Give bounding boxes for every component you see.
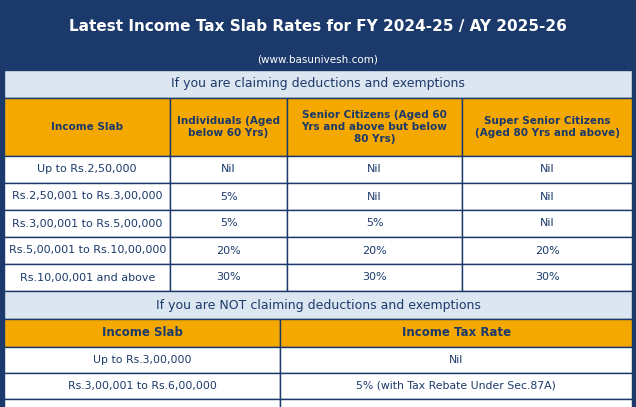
Text: Nil: Nil [540, 192, 555, 201]
Bar [280, 399, 632, 407]
Bar [4, 399, 280, 407]
Bar [287, 264, 462, 291]
Text: 30%: 30% [363, 273, 387, 282]
Text: If you are claiming deductions and exemptions: If you are claiming deductions and exemp… [171, 77, 465, 90]
Bar [170, 264, 287, 291]
Text: 5% (with Tax Rebate Under Sec.87A): 5% (with Tax Rebate Under Sec.87A) [356, 381, 556, 391]
Bar [4, 4, 632, 48]
Bar [4, 98, 170, 156]
Bar [170, 210, 287, 237]
Text: Rs.3,00,001 to Rs.5,00,000: Rs.3,00,001 to Rs.5,00,000 [12, 219, 162, 228]
Bar [170, 183, 287, 210]
Bar [4, 70, 632, 98]
Text: Income Slab: Income Slab [102, 326, 183, 339]
Bar [4, 210, 170, 237]
Text: Rs.3,00,001 to Rs.6,00,000: Rs.3,00,001 to Rs.6,00,000 [67, 381, 217, 391]
Text: Income Slab: Income Slab [51, 122, 123, 132]
Text: Nil: Nil [221, 164, 236, 175]
Bar [4, 183, 170, 210]
Bar [170, 98, 287, 156]
Bar [4, 291, 632, 319]
Bar [4, 264, 170, 291]
Bar [462, 210, 632, 237]
Text: Individuals (Aged
below 60 Yrs): Individuals (Aged below 60 Yrs) [177, 116, 280, 138]
Text: 20%: 20% [216, 245, 241, 256]
Bar [462, 98, 632, 156]
Text: Nil: Nil [540, 219, 555, 228]
Bar [462, 156, 632, 183]
Bar [287, 156, 462, 183]
Bar [280, 319, 632, 347]
Text: Rs.2,50,001 to Rs.3,00,000: Rs.2,50,001 to Rs.3,00,000 [12, 192, 162, 201]
Bar [170, 237, 287, 264]
Bar [170, 156, 287, 183]
Text: 20%: 20% [362, 245, 387, 256]
Text: Latest Income Tax Slab Rates for FY 2024-25 / AY 2025-26: Latest Income Tax Slab Rates for FY 2024… [69, 18, 567, 33]
Text: Rs.10,00,001 and above: Rs.10,00,001 and above [20, 273, 155, 282]
Text: Nil: Nil [540, 164, 555, 175]
Text: Nil: Nil [449, 355, 463, 365]
Text: 5%: 5% [366, 219, 384, 228]
Text: Rs.5,00,001 to Rs.10,00,000: Rs.5,00,001 to Rs.10,00,000 [8, 245, 166, 256]
Text: 30%: 30% [535, 273, 560, 282]
Bar [287, 98, 462, 156]
Bar [4, 48, 632, 70]
Text: Nil: Nil [367, 192, 382, 201]
Bar [4, 156, 170, 183]
Bar [4, 373, 280, 399]
Bar [280, 347, 632, 373]
Text: Up to Rs.2,50,000: Up to Rs.2,50,000 [38, 164, 137, 175]
Text: 5%: 5% [219, 219, 237, 228]
Text: 20%: 20% [535, 245, 560, 256]
Text: Senior Citizens (Aged 60
Yrs and above but below
80 Yrs): Senior Citizens (Aged 60 Yrs and above b… [301, 110, 448, 144]
Text: (www.basunivesh.com): (www.basunivesh.com) [258, 54, 378, 64]
Text: Super Senior Citizens
(Aged 80 Yrs and above): Super Senior Citizens (Aged 80 Yrs and a… [474, 116, 619, 138]
Bar [462, 264, 632, 291]
Bar [287, 237, 462, 264]
Bar [462, 237, 632, 264]
Text: If you are NOT claiming deductions and exemptions: If you are NOT claiming deductions and e… [156, 298, 480, 311]
Bar [4, 347, 280, 373]
Text: 30%: 30% [216, 273, 241, 282]
Bar [4, 237, 170, 264]
Bar [287, 183, 462, 210]
Bar [4, 319, 280, 347]
Text: Up to Rs.3,00,000: Up to Rs.3,00,000 [93, 355, 191, 365]
Bar [287, 210, 462, 237]
Bar [280, 373, 632, 399]
Text: Income Tax Rate: Income Tax Rate [401, 326, 511, 339]
Bar [462, 183, 632, 210]
Text: 5%: 5% [219, 192, 237, 201]
Text: Nil: Nil [367, 164, 382, 175]
